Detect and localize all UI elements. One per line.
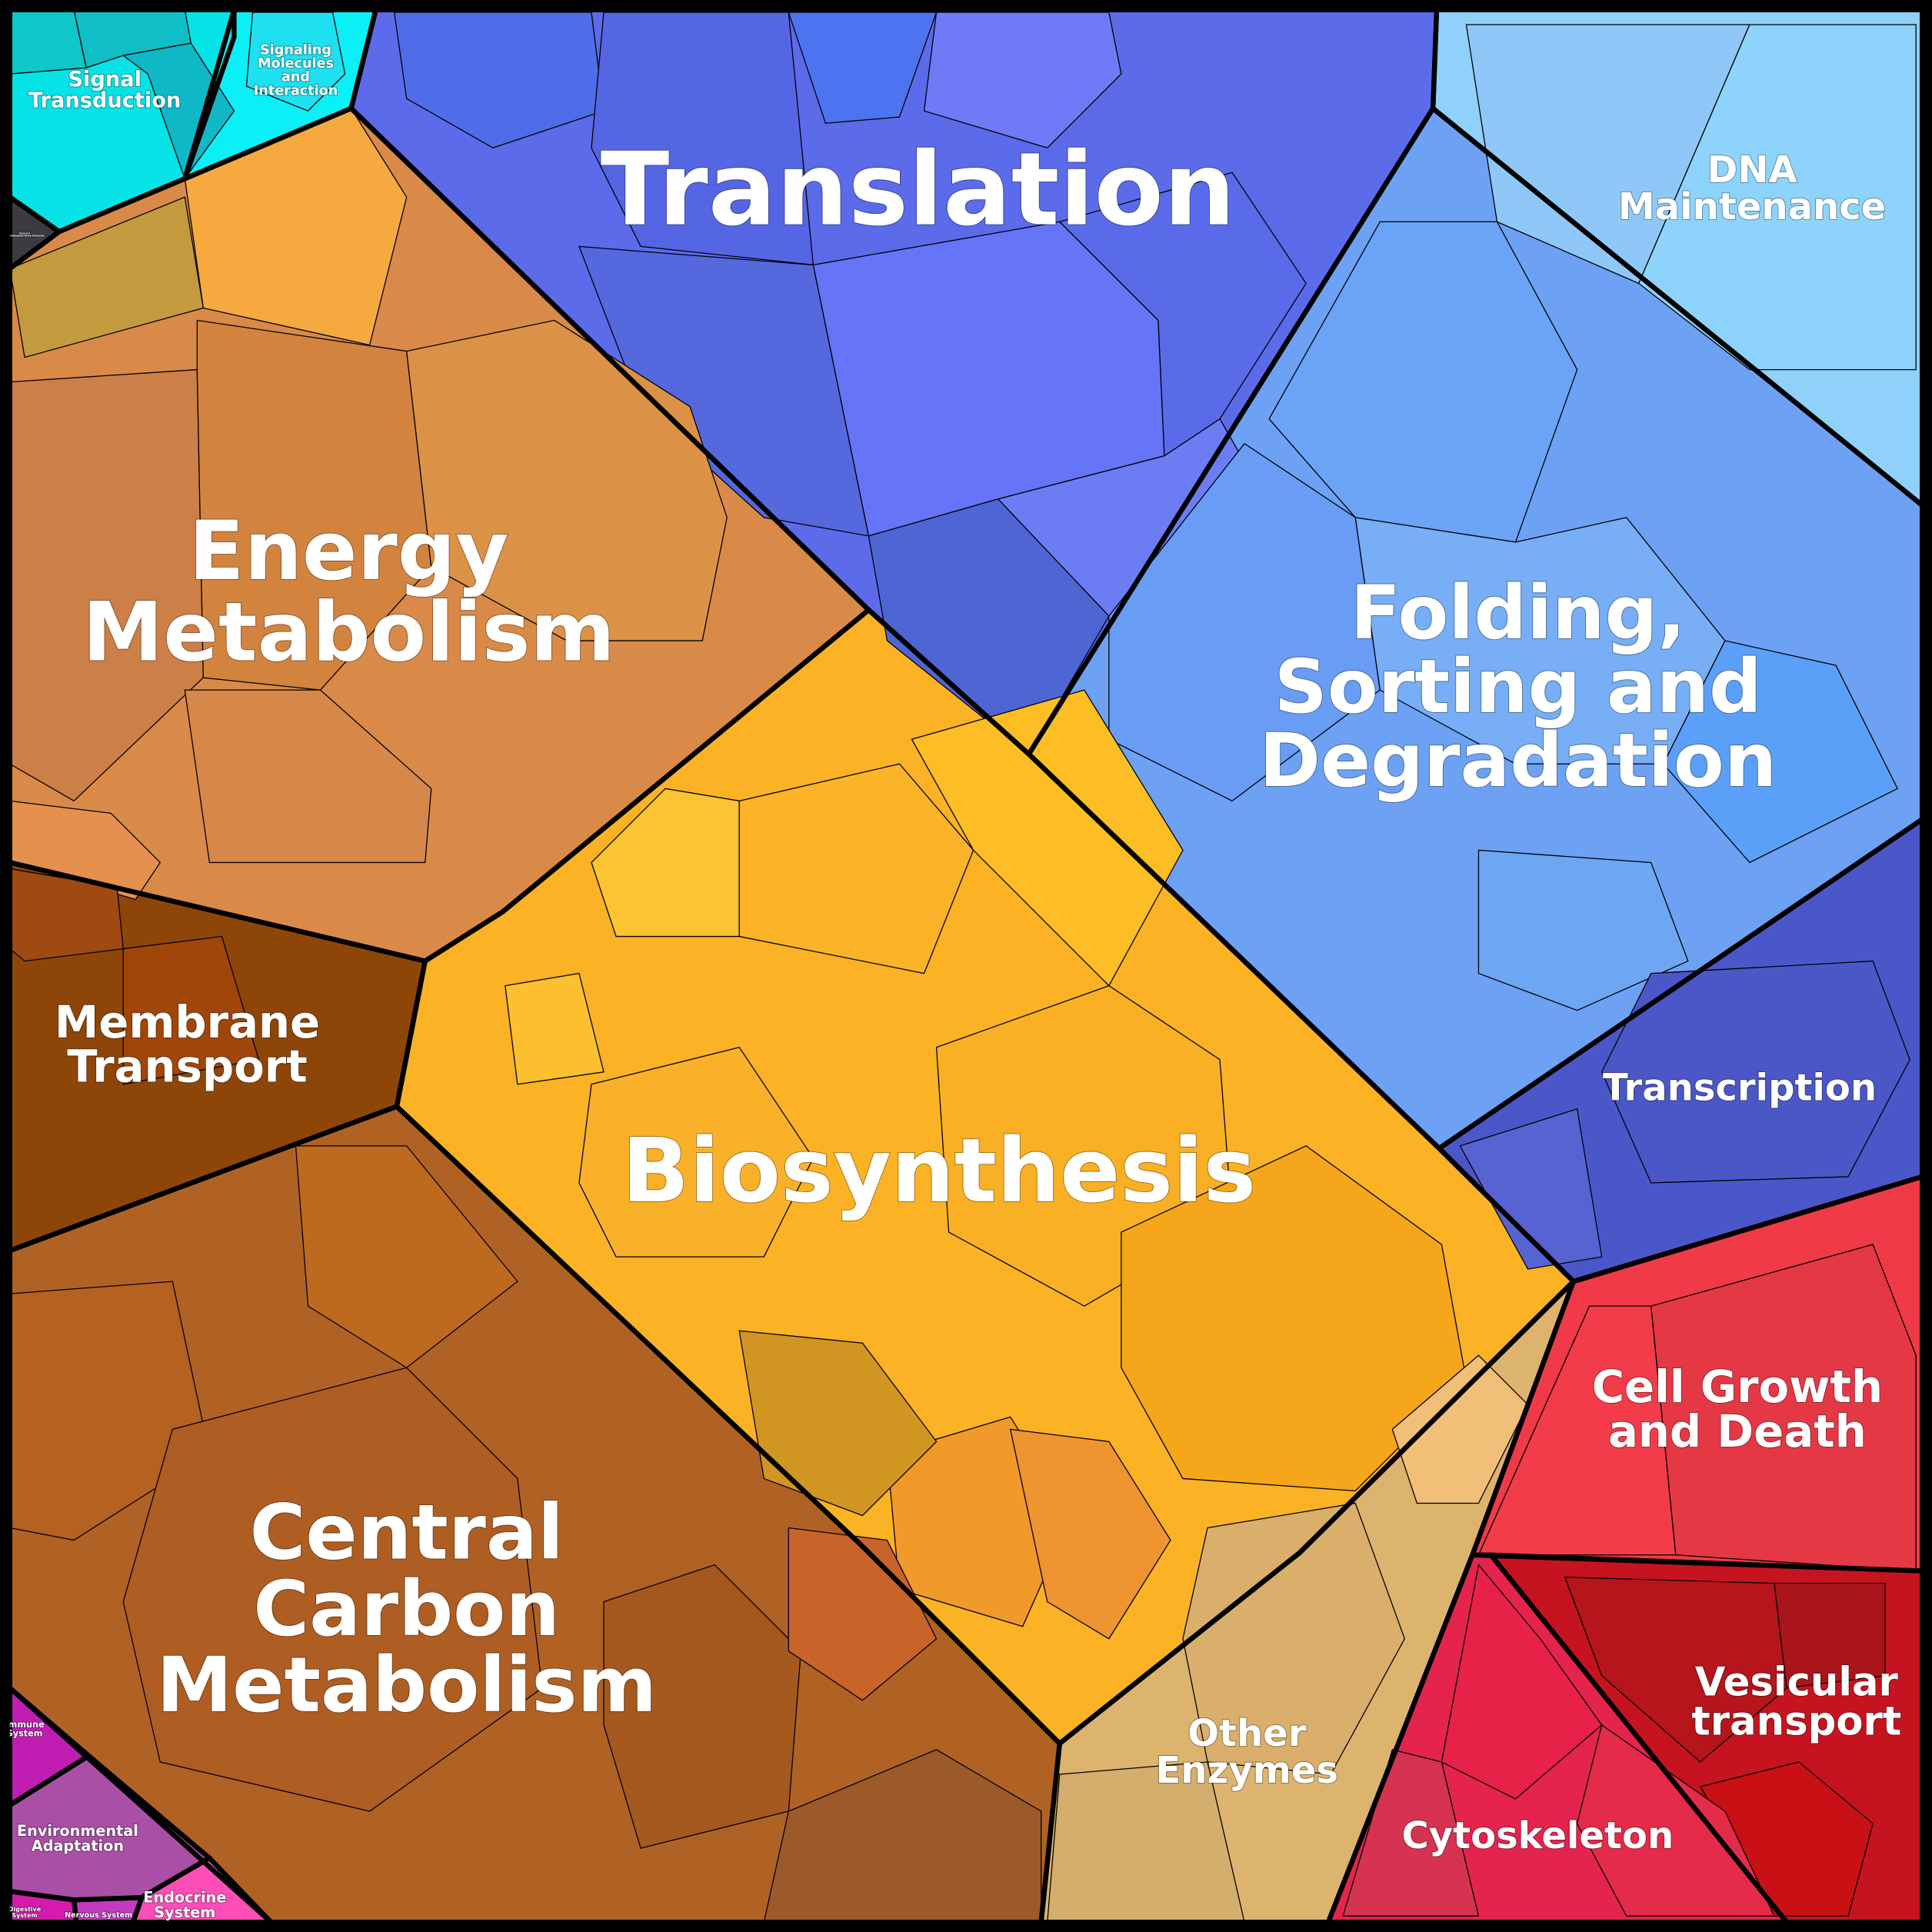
region-human-diseases [9,197,59,269]
sub-cell [295,1145,518,1369]
sub-cell [1459,1108,1603,1270]
sub-cell [1477,849,1689,1011]
sub-cell [405,319,728,641]
sub-cell [1009,1428,1171,1640]
region-environmental-adaptation [9,1755,210,1900]
sub-cell [911,689,1184,987]
region-label-human-diseases: Cancers Neurodegenerative Diseases [5,232,45,237]
sub-cell [738,1330,938,1517]
region-immune-system [9,1687,89,1805]
region-label-endocrine-system: Endocrine System [143,1889,226,1921]
region-label-membrane-transport: Membrane Transport [55,996,320,1093]
region-label-dna-maintenance: DNA Maintenance [1618,148,1886,228]
region-label-cell-growth: Cell Growth and Death [1592,1361,1883,1457]
sub-cell [1182,1502,1406,1775]
sub-cell [1637,24,1917,371]
region-label-environmental-adaptation: Environmental Adaptation [17,1822,138,1854]
sub-cell [1662,640,1899,864]
region-label-nervous-system: Nervous System [65,1911,132,1920]
region-nervous-system [74,1897,142,1923]
region-label-signaling-molecules: Signaling Molecules and Interaction [254,42,338,98]
sub-cell [1774,1582,1886,1689]
region-label-energy-metabolism: Energy Metabolism [82,504,615,680]
region-label-signal-transduction: Signal Transduction [28,68,181,112]
cells-layer [9,9,1917,1923]
sub-cell [1564,1576,1787,1763]
sub-cell [122,1367,543,1812]
sub-cell [1354,517,1726,764]
sub-cell [122,935,260,1085]
region-label-translation: Translation [601,131,1236,248]
sub-cell [9,196,205,358]
region-label-digestive-system: Digestive System [8,1906,42,1919]
sub-cell [505,972,605,1085]
region-label-immune-system: Immune System [5,1720,45,1738]
sub-cell [763,1749,1042,1923]
sub-cell [184,689,432,864]
region-label-vesicular-transport: Vesicular transport [1691,1659,1901,1744]
region-label-biosynthesis: Biosynthesis [621,1120,1256,1223]
region-label-transcription: Transcription [1603,1067,1877,1110]
sub-cell [1441,1564,1603,1800]
region-label-folding-sorting: Folding, Sorting and Degradation [1259,570,1777,804]
labels-layer: Signal Transduction Signaling Molecules and I… [4,42,1902,1922]
sub-cell [1342,1749,1480,1917]
sub-cell [738,763,974,974]
sub-cell [578,1047,814,1257]
sub-cell [122,42,235,180]
sub-cell [9,9,87,75]
region-endocrine-system [133,1857,271,1923]
sub-cell [1601,960,1910,1184]
region-label-cytoskeleton: Cytoskeleton [1402,1814,1674,1857]
sub-cell [1576,1724,1775,1917]
region-label-other-enzymes: Other Enzymes [1155,1712,1338,1792]
region-label-central-carbon: Central Carbon Metabolism [156,1489,657,1730]
sub-cell [788,1527,938,1701]
sub-cell [1391,1354,1529,1504]
sub-cell [1651,1244,1917,1572]
